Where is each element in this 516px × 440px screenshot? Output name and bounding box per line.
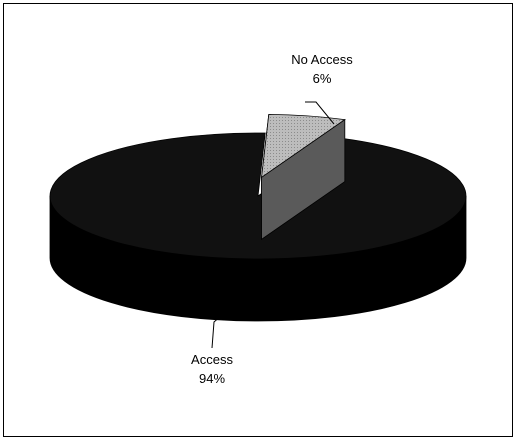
slice-percent-label: 6% [313, 71, 332, 86]
slice-category-label: No Access [291, 52, 353, 67]
leader-line [305, 101, 335, 125]
leader-line [211, 314, 223, 349]
pie-slices [49, 113, 467, 322]
slice-access [49, 132, 467, 322]
label-access: Access 94% [191, 314, 233, 386]
slice-category-label: Access [191, 352, 233, 367]
label-no-access: No Access 6% [291, 52, 353, 125]
slice-top-face [49, 132, 467, 260]
slice-top-face [261, 113, 346, 179]
slice-no-access [261, 113, 346, 241]
pie-labels: No Access 6% Access 94% [191, 52, 353, 386]
slice-percent-label: 94% [199, 371, 225, 386]
